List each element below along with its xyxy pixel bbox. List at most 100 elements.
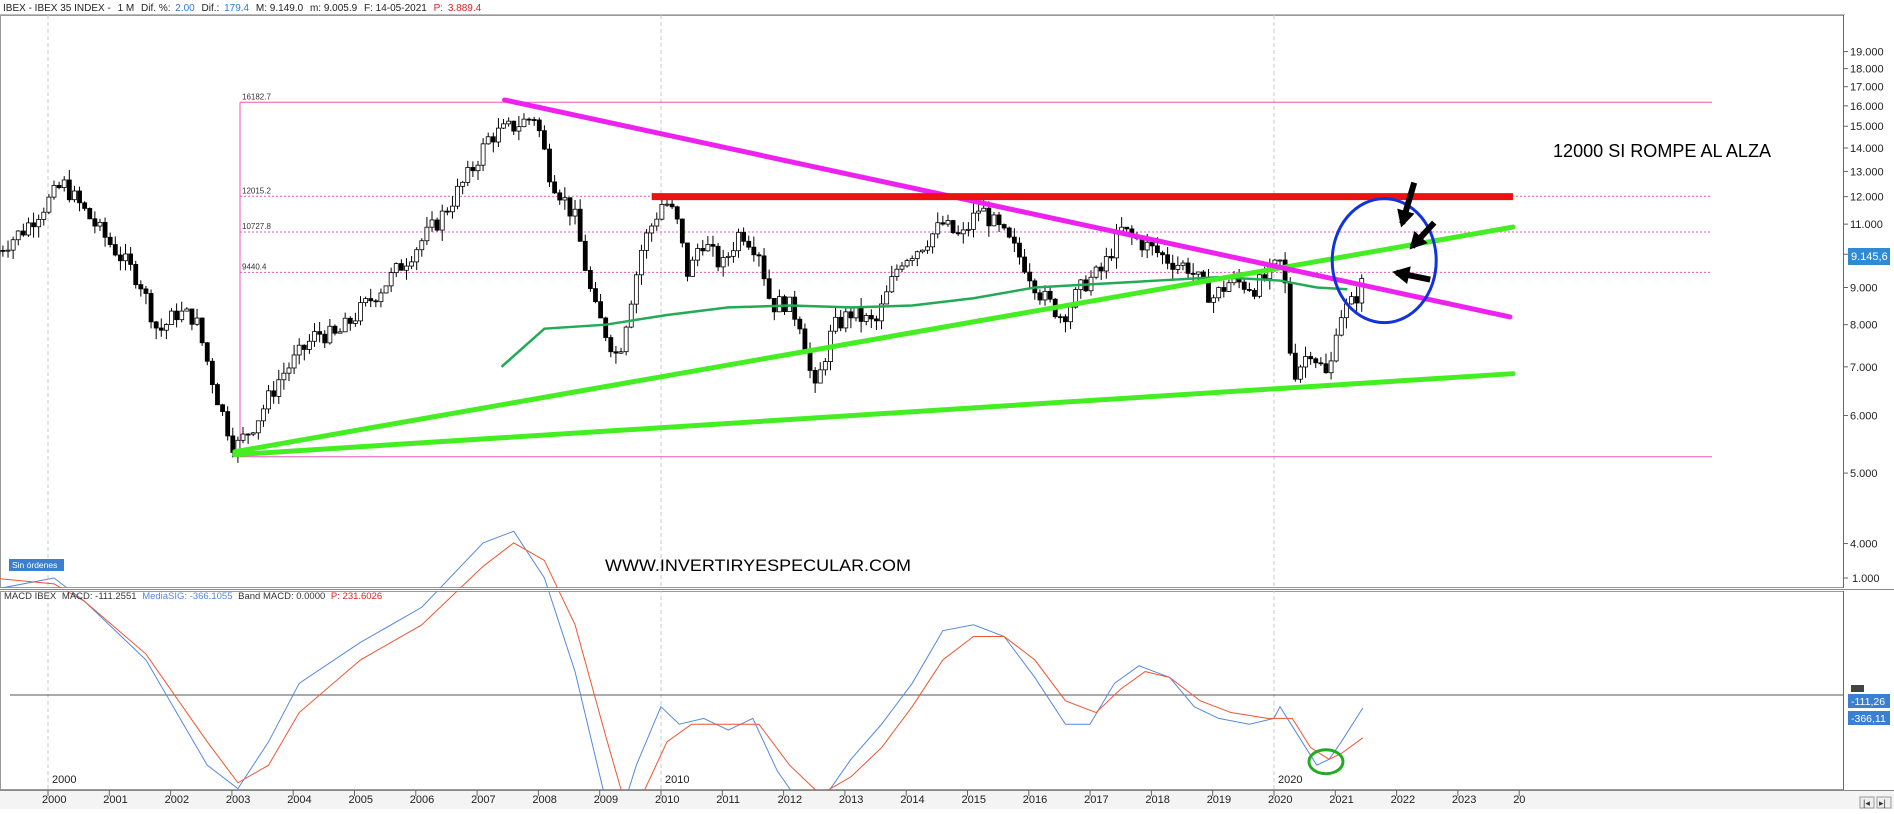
candle-up xyxy=(736,231,741,252)
candle-up xyxy=(516,126,522,132)
candle-up xyxy=(123,253,128,262)
candle-up xyxy=(1211,297,1216,303)
moving-average xyxy=(500,275,1348,368)
candle-down xyxy=(782,296,787,313)
candle-down xyxy=(1170,262,1176,270)
candle-up xyxy=(572,208,578,217)
signal-line xyxy=(0,542,1364,801)
candle-up xyxy=(1359,278,1365,304)
candle-up xyxy=(649,225,655,234)
candle-up xyxy=(899,265,905,270)
header-symbol: IBEX - IBEX 35 INDEX - xyxy=(3,3,111,14)
candle-down xyxy=(531,119,537,121)
time-axis-label: 2011 xyxy=(716,794,740,806)
candle-down xyxy=(603,317,609,338)
candle-up xyxy=(465,167,471,183)
candle-up xyxy=(1114,230,1119,259)
candle-up xyxy=(930,233,936,248)
header-bar xyxy=(0,0,1894,14)
candle-down xyxy=(199,317,205,344)
candle-up xyxy=(15,230,21,241)
candle-up xyxy=(388,272,394,287)
candle-down xyxy=(868,315,874,320)
candle-down xyxy=(102,221,108,238)
candle-down xyxy=(1057,316,1063,319)
time-axis-label: 2009 xyxy=(594,794,618,806)
candle-up xyxy=(618,351,624,354)
arrow-bottom xyxy=(1392,266,1431,285)
candle-down xyxy=(526,118,532,121)
candle-down xyxy=(128,253,134,265)
candle-down xyxy=(143,288,149,294)
price-badge xyxy=(1848,248,1890,265)
time-axis-label: 2020 xyxy=(1268,794,1292,806)
sin-ordenes-badge[interactable] xyxy=(9,559,64,571)
candle-up xyxy=(817,369,823,384)
candle-up xyxy=(36,219,42,228)
time-axis-band[interactable] xyxy=(0,790,1894,809)
candle-up xyxy=(1144,241,1150,251)
candle-down xyxy=(112,244,118,256)
time-axis-label: 2016 xyxy=(1023,794,1047,806)
candle-down xyxy=(715,245,721,268)
candle-down xyxy=(1221,287,1227,292)
candle-down xyxy=(593,288,598,303)
candle-down xyxy=(398,263,404,271)
candle-up xyxy=(1328,360,1334,374)
candle-up xyxy=(633,274,639,305)
candle-down xyxy=(133,264,139,286)
candle-up xyxy=(925,246,930,251)
candle-up xyxy=(281,372,287,381)
time-axis-label: 2010 xyxy=(655,794,679,806)
macd-badge xyxy=(1848,694,1890,708)
candle-up xyxy=(496,127,501,143)
candle-down xyxy=(444,210,450,213)
candle-down xyxy=(1006,227,1012,238)
candle-up xyxy=(194,317,200,325)
candle-down xyxy=(838,316,844,329)
candle-up xyxy=(414,249,420,263)
candle-up xyxy=(179,310,185,321)
candle-down xyxy=(1252,290,1257,297)
candle-up xyxy=(1042,290,1048,301)
header-dif-label: Dif.: xyxy=(202,3,220,14)
upper-trendline-green xyxy=(232,224,1516,455)
candle-up xyxy=(485,136,491,145)
candle-down xyxy=(1017,242,1022,258)
candle-up xyxy=(266,390,271,410)
arrow-top xyxy=(1397,181,1418,228)
candle-up xyxy=(1093,266,1099,278)
candle-down xyxy=(986,207,992,227)
candle-down xyxy=(1047,290,1053,300)
candle-down xyxy=(751,246,757,256)
candle-down xyxy=(1241,281,1247,290)
candle-down xyxy=(209,360,215,385)
candle-up xyxy=(342,317,348,333)
candle-down xyxy=(582,240,588,271)
candle-down xyxy=(118,254,123,262)
candle-up xyxy=(1226,282,1232,292)
scroll-left-button[interactable] xyxy=(1859,796,1875,809)
price-axis-label: 7.000 xyxy=(1850,362,1878,374)
candle-up xyxy=(163,324,169,331)
candle-down xyxy=(608,337,614,353)
candle-up xyxy=(1298,366,1303,380)
candle-down xyxy=(148,293,154,323)
candle-up xyxy=(1195,271,1201,275)
candle-up xyxy=(419,240,425,251)
candle-up xyxy=(960,229,966,235)
candle-down xyxy=(955,232,961,235)
fib-level-label: 12015.2 xyxy=(242,186,271,195)
candle-up xyxy=(659,204,665,220)
macd-header: MACD IBEX MACD: -111.2551 MediaSIG: -366… xyxy=(4,591,382,602)
time-axis-label: 2007 xyxy=(471,794,495,806)
signal-badge-label: -366,11 xyxy=(1851,713,1886,725)
candle-down xyxy=(204,342,210,362)
candle-up xyxy=(337,331,343,334)
candle-up xyxy=(945,220,951,225)
scroll-right-button[interactable] xyxy=(1876,796,1892,809)
candle-up xyxy=(404,265,409,271)
arrow-right xyxy=(1409,220,1437,250)
candle-up xyxy=(822,361,828,371)
candle-down xyxy=(1149,241,1155,247)
